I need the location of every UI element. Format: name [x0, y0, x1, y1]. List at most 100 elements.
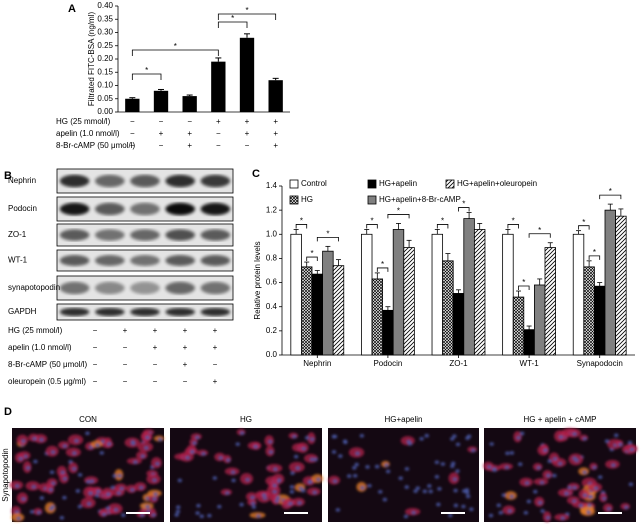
- error-bar: [244, 33, 250, 38]
- condition-sign: +: [153, 343, 158, 352]
- nucleus: [117, 474, 123, 478]
- nucleus: [140, 454, 146, 459]
- nucleus: [489, 442, 494, 446]
- nucleus: [455, 469, 460, 473]
- nucleus: [453, 503, 459, 508]
- condition-sign: −: [93, 377, 98, 386]
- nucleus: [415, 486, 421, 490]
- legend-label: HG+apelin+8-Br-cAMP: [379, 195, 461, 204]
- error-bar: [304, 261, 310, 267]
- blot-band: [165, 229, 195, 241]
- y-tick-label: 1.2: [266, 205, 278, 214]
- nucleus: [290, 471, 295, 475]
- nucleus: [533, 489, 538, 494]
- nucleus: [498, 510, 503, 515]
- nucleus: [434, 474, 440, 479]
- nucleus: [504, 465, 510, 470]
- cells: [9, 429, 165, 522]
- nucleus: [250, 501, 256, 506]
- nucleus: [469, 507, 474, 512]
- nucleus: [289, 485, 295, 489]
- condition-sign: +: [216, 117, 221, 126]
- panel-label: A: [68, 3, 76, 15]
- nucleus: [465, 494, 471, 499]
- panel-label: D: [4, 406, 12, 418]
- condition-sign: −: [130, 117, 135, 126]
- nucleus: [50, 450, 56, 454]
- nucleus: [543, 448, 548, 452]
- nucleus: [192, 441, 197, 445]
- nucleus: [524, 481, 530, 485]
- nucleus: [487, 465, 492, 469]
- error-bar: [186, 94, 193, 97]
- significance-bracket: [131, 49, 219, 56]
- protein-label: GAPDH: [8, 307, 37, 316]
- condition-sign: −: [123, 377, 128, 386]
- nucleus: [572, 485, 577, 490]
- error-bar: [618, 208, 624, 217]
- bar: [594, 285, 606, 356]
- error-bar: [434, 229, 440, 235]
- nucleus: [207, 513, 212, 518]
- legend-swatch: [367, 179, 377, 189]
- nucleus: [267, 439, 273, 444]
- nucleus: [422, 489, 428, 494]
- nucleus: [62, 476, 68, 481]
- nucleus: [85, 431, 90, 436]
- image-title: HG + apelin + cAMP: [524, 415, 597, 424]
- condition-sign: +: [183, 343, 188, 352]
- nucleus: [466, 434, 472, 439]
- nucleus: [230, 470, 236, 475]
- condition-sign: +: [123, 326, 128, 335]
- cells: [483, 427, 638, 523]
- error-bar: [385, 306, 391, 311]
- condition-sign: −: [153, 360, 158, 369]
- nucleus: [144, 446, 149, 450]
- significance-bracket: [507, 224, 519, 229]
- significance-bracket: [588, 255, 601, 260]
- nucleus: [582, 470, 587, 475]
- nucleus: [235, 442, 240, 446]
- protein-label: WT-1: [8, 256, 28, 265]
- nucleus: [177, 478, 183, 483]
- bar: [332, 265, 345, 356]
- nucleus: [245, 477, 250, 482]
- x-tick-label: WT-1: [520, 359, 540, 368]
- error-bar: [456, 289, 461, 294]
- significance-label: *: [300, 217, 303, 226]
- condition-sign: +: [273, 117, 278, 126]
- nucleus: [359, 433, 365, 438]
- y-tick-label: 0.20: [97, 54, 113, 63]
- nucleus: [145, 505, 150, 509]
- nucleus: [627, 440, 633, 445]
- bar: [452, 293, 465, 356]
- nucleus: [374, 464, 380, 469]
- nucleus: [471, 448, 476, 453]
- condition-label: 8-Br-cAMP (50 μmol/l): [56, 141, 135, 150]
- blot-band: [95, 229, 125, 241]
- nucleus: [272, 483, 277, 488]
- nucleus: [88, 491, 93, 496]
- nucleus: [518, 462, 523, 466]
- condition-sign: −: [216, 141, 221, 150]
- y-tick-label: 0.05: [97, 94, 113, 103]
- nucleus: [453, 488, 458, 493]
- nucleus: [96, 489, 101, 494]
- nucleus: [332, 479, 338, 483]
- blot-band: [130, 202, 160, 216]
- error-bar: [158, 88, 164, 91]
- y-tick-label: 0.15: [97, 67, 113, 76]
- blot-band: [95, 255, 125, 266]
- nucleus: [335, 508, 341, 512]
- nucleus: [293, 454, 299, 459]
- nucleus: [437, 487, 442, 491]
- error-bar: [466, 212, 472, 219]
- nucleus: [360, 486, 365, 490]
- nucleus: [18, 456, 23, 461]
- blot-band: [200, 174, 231, 188]
- legend-label: HG: [301, 195, 313, 204]
- nucleus: [226, 458, 231, 462]
- nucleus: [342, 439, 348, 444]
